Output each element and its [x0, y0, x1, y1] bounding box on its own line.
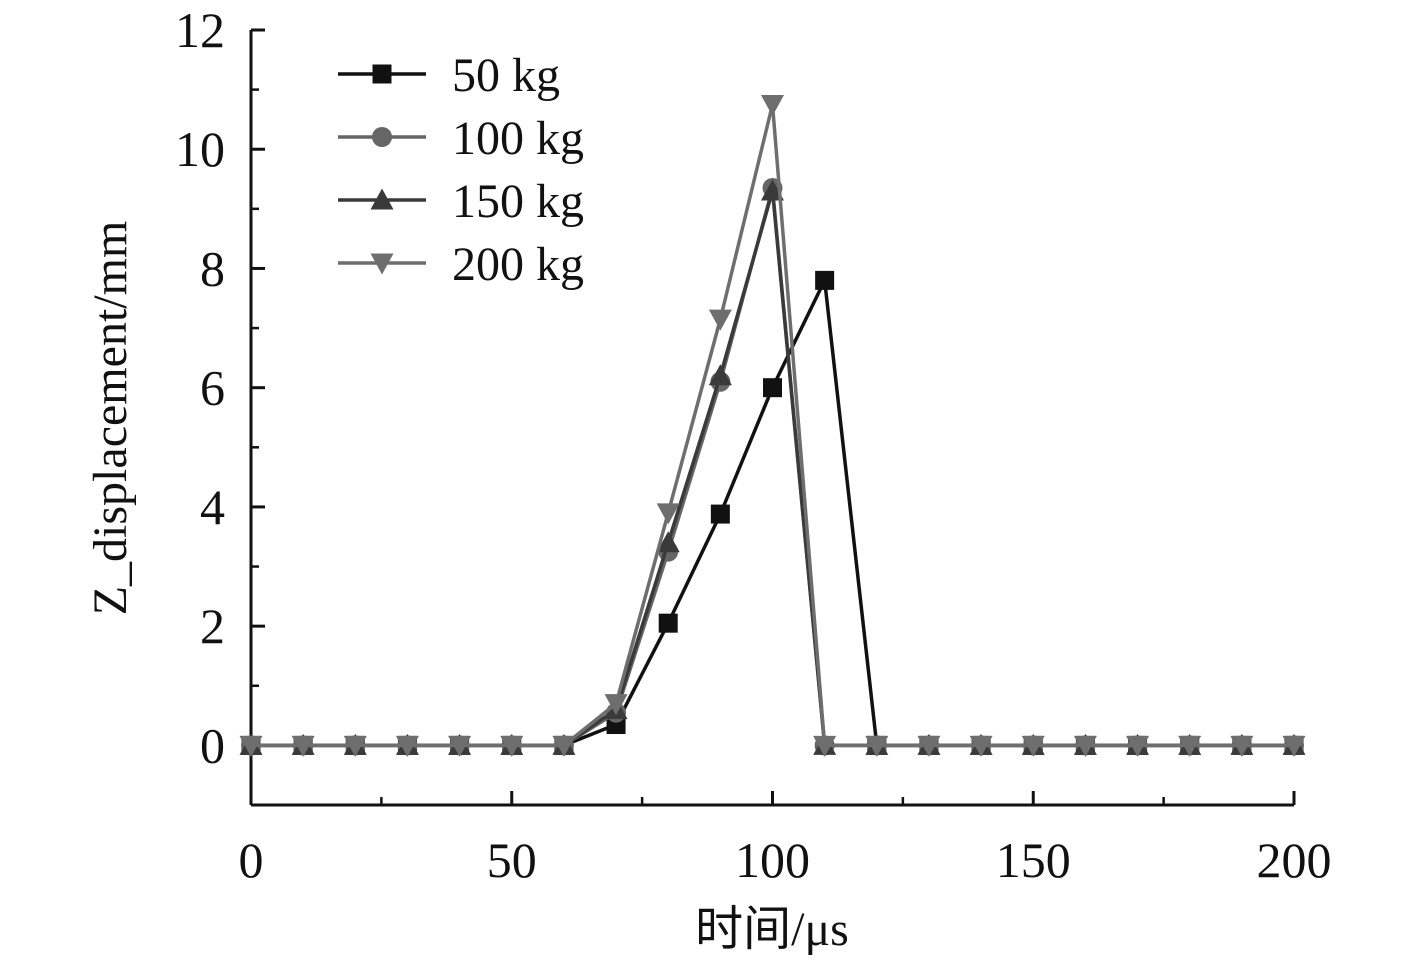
data-point: [239, 735, 263, 757]
y-tick-label: 6: [200, 360, 225, 416]
data-point: [763, 378, 782, 398]
x-tick-label: 150: [996, 832, 1071, 888]
x-tick-label: 0: [239, 832, 264, 888]
legend-label: 150 kg: [452, 175, 584, 228]
series-line: [251, 186, 1294, 748]
data-point: [1282, 735, 1306, 757]
legend-marker: [372, 127, 392, 147]
y-tick-label: 8: [200, 240, 225, 296]
y-tick-label: 0: [200, 717, 225, 773]
data-point: [969, 735, 993, 757]
data-point: [500, 735, 524, 757]
data-point: [815, 270, 835, 290]
series-3: [239, 95, 1306, 757]
data-point: [761, 95, 784, 117]
legend: 50 kg 100 kg 150 kg 200 kg: [338, 49, 584, 291]
legend-item: 50 kg: [338, 49, 560, 102]
data-point: [291, 735, 315, 757]
x-tick-label: 100: [735, 832, 810, 888]
x-tick-label: 200: [1257, 832, 1332, 888]
y-tick-label: 12: [175, 2, 225, 58]
data-point: [1021, 735, 1045, 757]
data-point: [656, 503, 680, 525]
data-point: [917, 735, 941, 757]
data-point: [658, 613, 678, 633]
series-line: [251, 278, 1294, 748]
series-2: [239, 179, 1306, 755]
y-tick-label: 4: [200, 479, 225, 535]
y-tick-label: 2: [200, 598, 225, 654]
legend-item: 200 kg: [338, 238, 584, 291]
data-point: [448, 735, 472, 757]
data-point: [1126, 735, 1150, 757]
x-axis-ticks: 0 50 100 150 200: [239, 791, 1332, 888]
data-point: [656, 531, 680, 553]
data-point: [343, 735, 367, 757]
axes: 0 2 4 6 8 10 12 0 50 100 150 200: [175, 2, 1332, 888]
y-tick-label: 10: [175, 121, 225, 177]
legend-label: 100 kg: [452, 112, 584, 165]
data-point: [395, 735, 419, 757]
legend-label: 200 kg: [452, 238, 584, 291]
legend-marker: [372, 64, 392, 84]
series-layer: [239, 95, 1306, 757]
series-0: [241, 270, 1304, 755]
y-axis-ticks: 0 2 4 6 8 10 12: [175, 2, 265, 773]
y-axis-title: Z_displacement/mm: [84, 221, 137, 616]
legend-label: 50 kg: [452, 49, 560, 102]
legend-marker: [370, 188, 394, 210]
data-point: [708, 309, 732, 331]
x-axis-title: 时间/μs: [695, 903, 849, 956]
data-point: [1073, 735, 1097, 757]
data-point: [710, 504, 730, 524]
data-point: [813, 735, 837, 757]
data-point: [1178, 735, 1202, 757]
data-point: [604, 694, 628, 716]
data-point: [552, 735, 576, 757]
data-point: [1230, 735, 1254, 757]
series-line: [251, 189, 1294, 748]
x-tick-label: 50: [487, 832, 537, 888]
legend-item: 100 kg: [338, 112, 584, 165]
data-point: [865, 735, 889, 757]
data-point: [708, 364, 732, 386]
legend-marker: [370, 253, 394, 275]
legend-item: 150 kg: [338, 175, 584, 228]
